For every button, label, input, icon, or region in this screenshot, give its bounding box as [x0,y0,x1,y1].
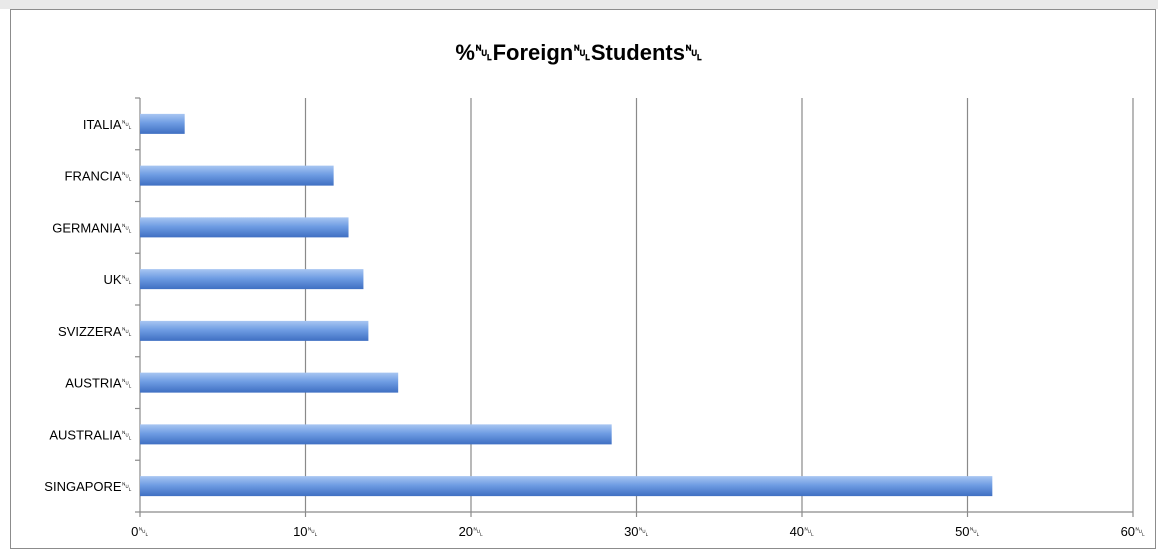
bar-germania [140,217,349,238]
category-label-francia: FRANCIA␀ [65,169,132,184]
window-top-strip [0,0,1158,9]
x-tick-label-50: 50␀ [955,524,980,539]
category-label-australia: AUSTRALIA␀ [49,427,132,442]
x-tick-label-40: 40␀ [790,524,815,539]
bar-francia [140,165,334,186]
chart-title: %␀Foreign␀Students␀ [455,40,703,65]
x-tick-label-20: 20␀ [459,524,484,539]
axes [135,97,1134,517]
x-tick-label-0: 0␀ [131,524,149,539]
bar-australia [140,424,612,445]
bars [140,113,993,497]
tick-labels: ITALIA␀ FRANCIA␀ GERMANIA␀ UK␀ SVIZZERA␀ AUST… [44,117,1145,539]
bar-singapore [140,476,993,497]
gridlines [304,98,1134,512]
category-label-italia: ITALIA␀ [83,117,132,132]
category-label-singapore: SINGAPORE␀ [44,479,132,494]
category-label-germania: GERMANIA␀ [52,220,132,235]
category-label-svizzera: SVIZZERA␀ [58,324,132,339]
bar-uk [140,269,364,290]
category-label-uk: UK␀ [104,272,132,287]
bar-austria [140,372,399,393]
x-tick-label-60: 60␀ [1121,524,1146,539]
bar-svizzera [140,320,369,341]
x-tick-label-10: 10␀ [293,524,318,539]
bar-italia [140,113,185,134]
category-label-austria: AUSTRIA␀ [65,376,132,391]
x-tick-label-30: 30␀ [624,524,649,539]
